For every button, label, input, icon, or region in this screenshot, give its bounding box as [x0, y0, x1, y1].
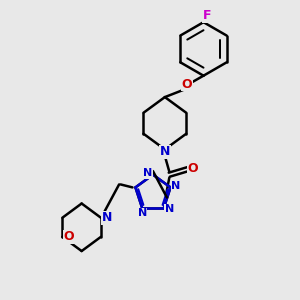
- Text: N: N: [143, 168, 152, 178]
- Text: N: N: [102, 211, 112, 224]
- Text: O: O: [188, 162, 198, 175]
- Text: N: N: [164, 205, 174, 214]
- Text: N: N: [137, 208, 147, 218]
- Text: N: N: [171, 181, 181, 191]
- Text: O: O: [182, 77, 193, 91]
- Text: O: O: [64, 230, 74, 243]
- Text: F: F: [203, 9, 211, 22]
- Text: N: N: [160, 145, 170, 158]
